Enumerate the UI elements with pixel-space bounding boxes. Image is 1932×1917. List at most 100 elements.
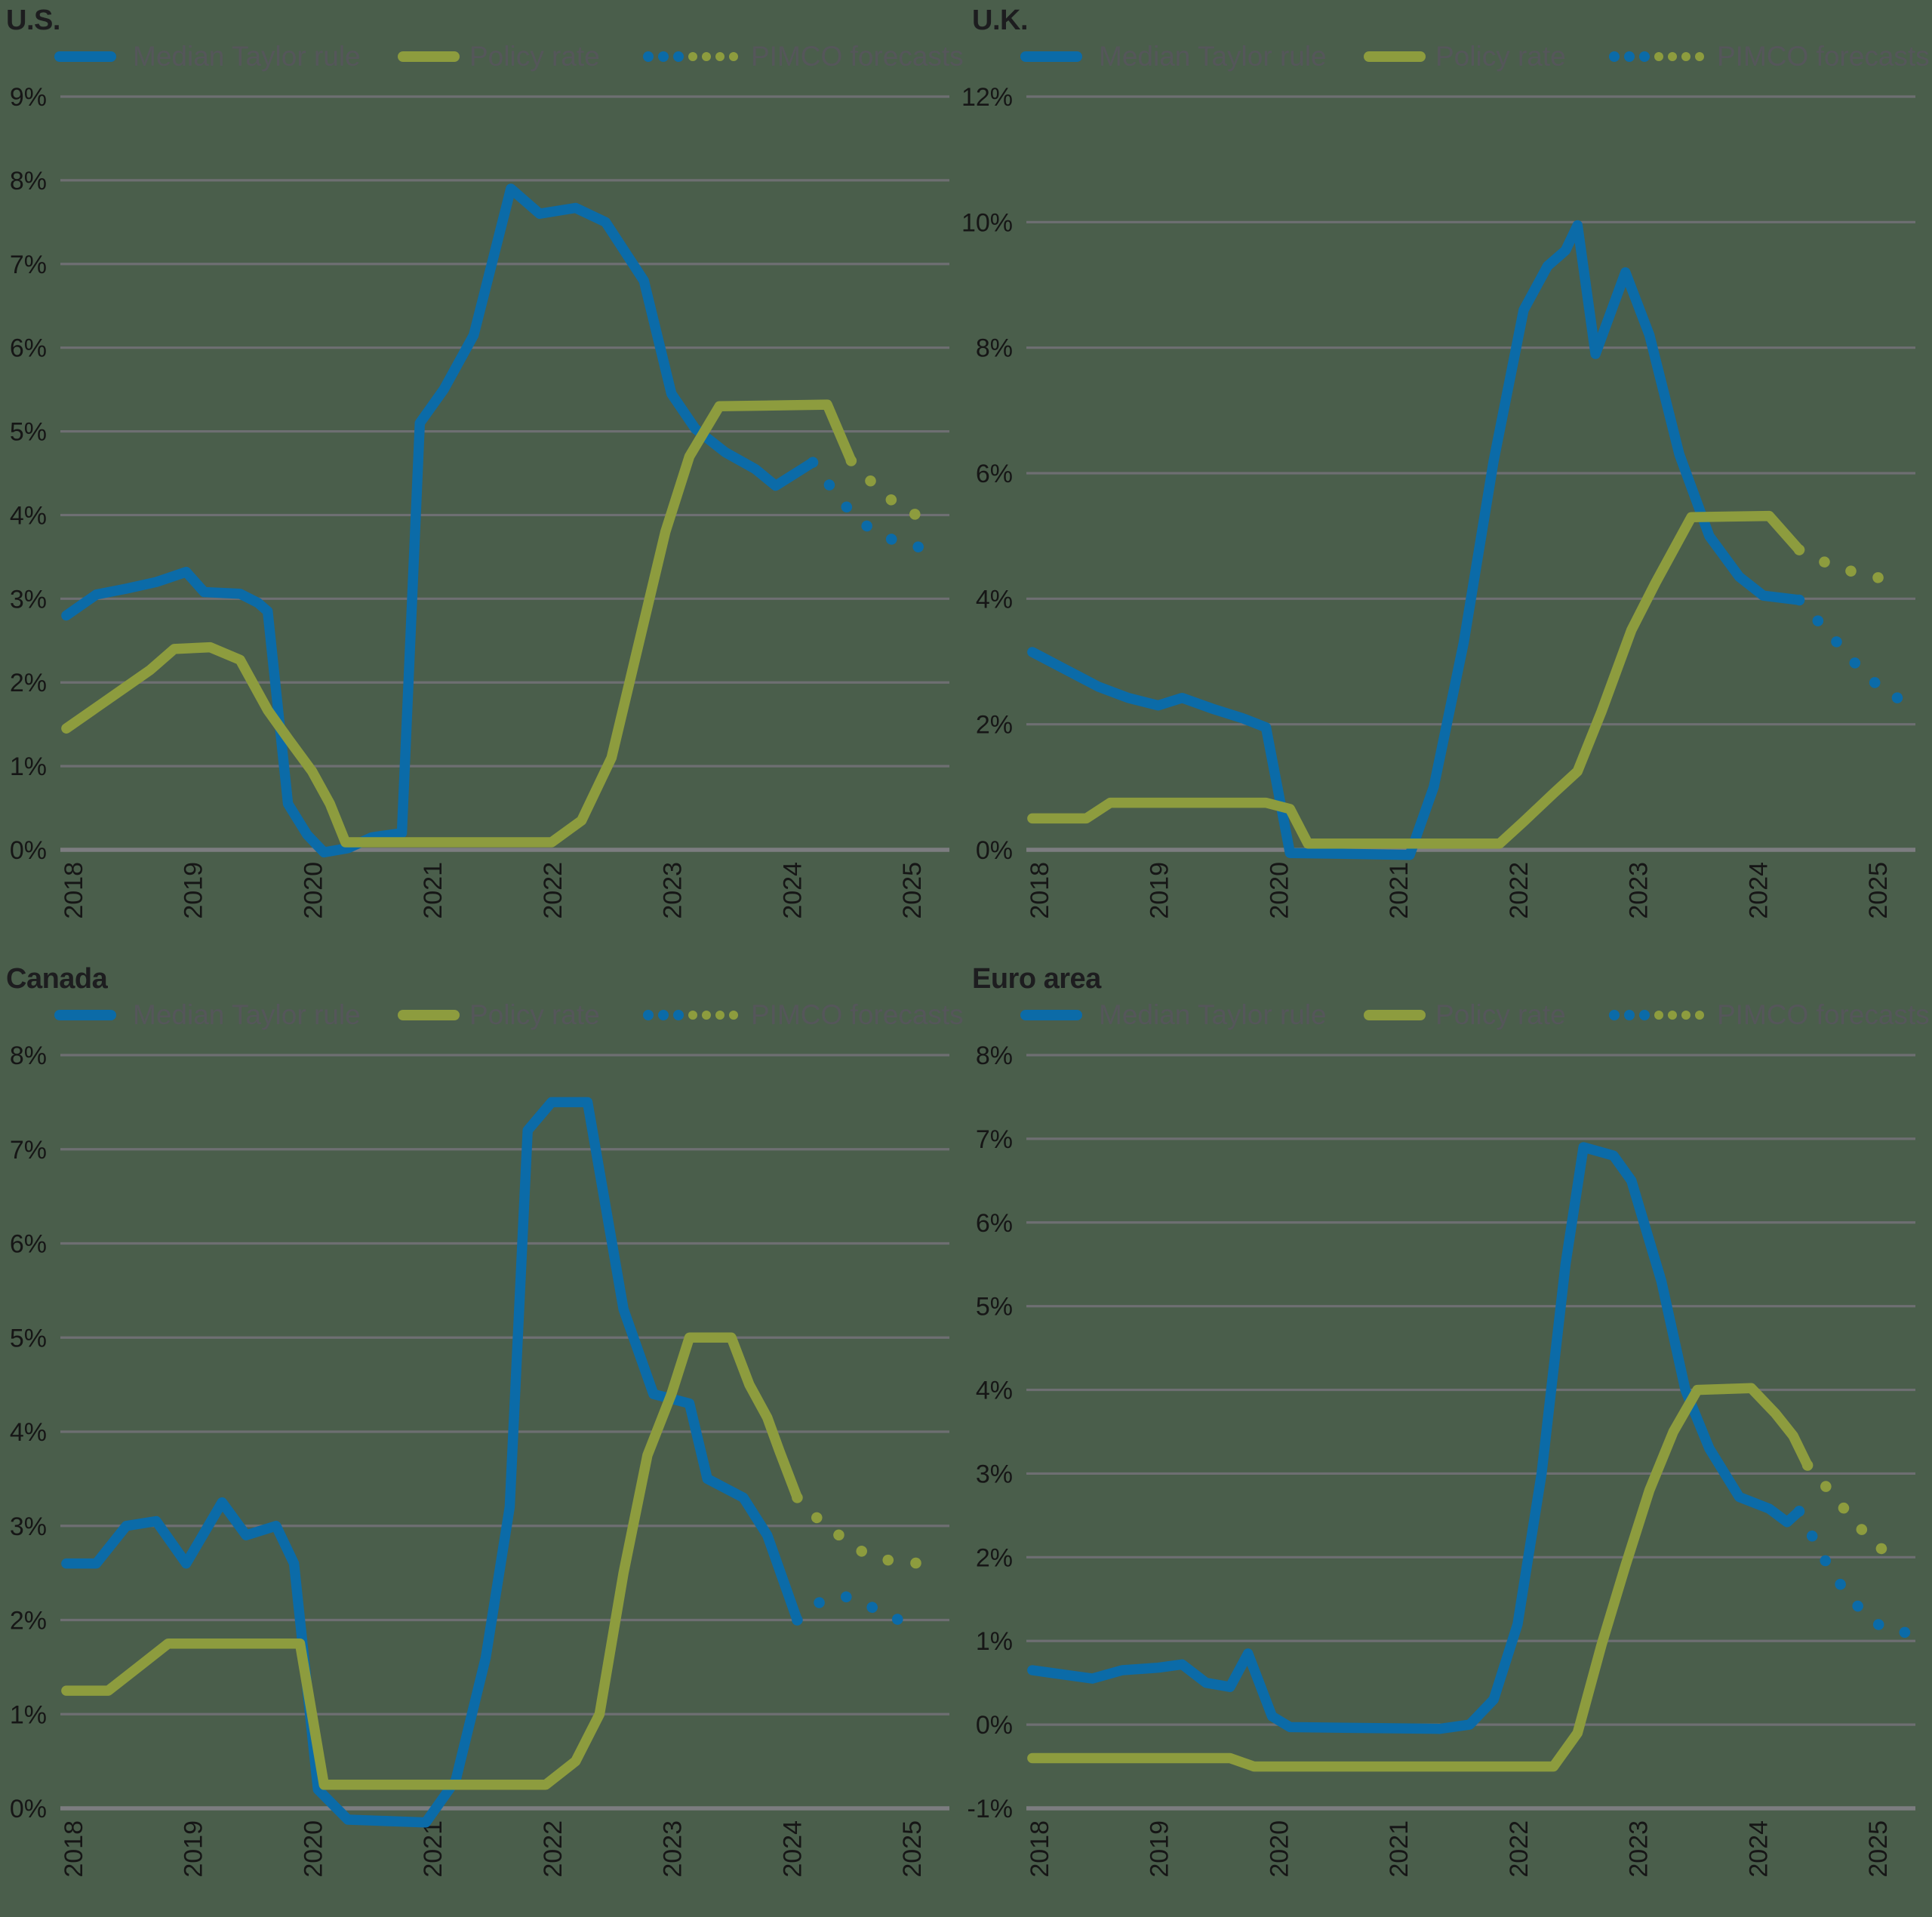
line-chart-uk: 0% 2% 4% 6% 8% 10% 12% 2018 2019 2020 2021 2022 2023…: [961, 83, 1915, 919]
forecast-dots-swatch: [643, 1010, 738, 1020]
x-axis-tick-label: 2025: [1864, 862, 1893, 919]
taylor-rule-forecast-line: [807, 457, 931, 555]
chart-title: U.S.: [6, 5, 60, 36]
forecast-dot-icon: [688, 52, 697, 61]
x-axis-tick-label: 2025: [1864, 1820, 1893, 1878]
y-axis-tick-label: 0%: [10, 1795, 47, 1823]
legend-label-policy: Policy rate: [1435, 999, 1566, 1030]
x-axis-tick-label: 2023: [659, 862, 688, 919]
line-chart-us: 0% 1% 2% 3% 4% 5% 6% 7% 8% 9% 2018 2019 2020 2021 2022…: [10, 83, 949, 919]
forecast-dot-icon: [1681, 52, 1690, 61]
forecast-dot-icon: [1681, 1011, 1690, 1020]
y-axis-tick-label: 9%: [10, 83, 47, 112]
forecast-dot-icon: [1695, 1011, 1704, 1020]
y-axis-tick-label: 6%: [976, 460, 1013, 488]
x-axis-tick-label: 2023: [659, 1820, 688, 1878]
x-axis-tick-label: 2023: [1625, 1820, 1654, 1878]
forecast-dot-icon: [729, 52, 738, 61]
y-axis-tick-label: 1%: [10, 752, 47, 781]
panel-uk: U.K. Median Taylor rule Policy rate PIMC…: [961, 0, 1932, 958]
policy-rate-line-swatch: [398, 1010, 460, 1020]
forecast-dot-icon: [1609, 1010, 1620, 1020]
forecast-dot-icon: [1668, 1011, 1677, 1020]
y-axis-tick-label: 1%: [976, 1627, 1013, 1656]
legend-label-taylor: Median Taylor rule: [133, 999, 361, 1030]
legend-label-policy: Policy rate: [469, 41, 600, 72]
panel-us: U.S. Median Taylor rule Policy rate PIMC…: [0, 0, 966, 958]
y-axis-tick-label: 7%: [976, 1125, 1013, 1154]
y-axis-tick-label: 2%: [10, 1607, 47, 1635]
forecast-dot-icon: [673, 51, 684, 62]
policy-rate-forecast-line: [792, 1492, 929, 1569]
y-axis-tick-label: 8%: [10, 1042, 47, 1070]
y-axis-tick-label: 0%: [10, 836, 47, 865]
y-axis-tick-label: 8%: [10, 167, 47, 195]
forecast-dot-icon: [673, 1010, 684, 1020]
legend-label-taylor: Median Taylor rule: [1099, 41, 1327, 72]
x-axis-tick-label: 2018: [1026, 862, 1054, 919]
y-axis-tick-label: 5%: [976, 1293, 1013, 1322]
legend-label-forecast: PIMCO forecasts: [1717, 41, 1930, 72]
y-axis-tick-label: 4%: [976, 585, 1013, 614]
y-axis-tick-label: 7%: [10, 251, 47, 279]
chart-title: Canada: [6, 963, 108, 995]
panel-canada: Canada Median Taylor rule Policy rate PI…: [0, 958, 966, 1917]
y-axis-tick-label: 1%: [10, 1700, 47, 1729]
x-axis-tick-label: 2021: [419, 1820, 448, 1878]
policy-rate-line-swatch: [398, 51, 460, 62]
chart-title: Euro area: [972, 963, 1101, 995]
legend-label-taylor: Median Taylor rule: [1099, 999, 1327, 1030]
x-axis-tick-label: 2020: [1265, 1820, 1294, 1878]
x-axis-tick-label: 2022: [539, 1820, 568, 1878]
x-axis-tick-label: 2020: [1265, 862, 1294, 919]
x-axis-tick-label: 2018: [60, 1820, 88, 1878]
chart-legend: Median Taylor rule Policy rate PIMCO for…: [0, 39, 966, 75]
taylor-rule-line: [61, 183, 818, 858]
y-axis-tick-label: 10%: [961, 208, 1013, 237]
line-chart-canada: 0% 1% 2% 3% 4% 5% 6% 7% 8% 2018 2019 2020 2021 2022 20…: [10, 1042, 949, 1878]
policy-rate-forecast-line: [1793, 544, 1909, 587]
y-axis-tick-label: 3%: [10, 1512, 47, 1541]
x-axis-tick-label: 2022: [1505, 862, 1534, 919]
chart-legend: Median Taylor rule Policy rate PIMCO for…: [0, 998, 966, 1034]
y-axis-tick-label: -1%: [968, 1795, 1013, 1823]
y-axis-tick-label: 12%: [961, 83, 1013, 112]
chart-title: U.K.: [972, 5, 1029, 36]
line-chart-euro-area: -1% 0% 1% 2% 3% 4% 5% 6% 7% 8% 2018 2019 2020 2021 202…: [968, 1042, 1915, 1878]
y-axis-tick-label: 7%: [10, 1136, 47, 1165]
legend-label-forecast: PIMCO forecasts: [1717, 999, 1930, 1030]
x-axis-tick-label: 2019: [180, 862, 208, 919]
forecast-dot-icon: [688, 1011, 697, 1020]
x-axis-tick-label: 2022: [539, 862, 568, 919]
policy-rate-line-swatch: [1364, 1010, 1426, 1020]
y-axis-tick-label: 0%: [976, 1711, 1013, 1740]
forecast-dot-icon: [643, 51, 654, 62]
forecast-dot-icon: [1639, 51, 1650, 62]
taylor-rule-line-swatch: [54, 51, 116, 62]
y-axis-tick-label: 2%: [10, 669, 47, 697]
y-axis-tick-label: 6%: [976, 1209, 1013, 1238]
policy-rate-line: [1027, 1383, 1813, 1772]
y-axis-tick-label: 2%: [976, 1543, 1013, 1572]
taylor-rule-forecast-line: [1793, 594, 1909, 705]
x-axis-tick-label: 2021: [419, 862, 448, 919]
policy-rate-line: [61, 1332, 803, 1790]
forecast-dot-icon: [729, 1011, 738, 1020]
forecast-dot-icon: [702, 1011, 711, 1020]
forecast-dot-icon: [702, 52, 711, 61]
y-axis-tick-label: 6%: [10, 334, 47, 363]
legend-label-taylor: Median Taylor rule: [133, 41, 361, 72]
x-axis-tick-label: 2023: [1625, 862, 1654, 919]
x-axis-tick-label: 2018: [1026, 1820, 1054, 1878]
legend-label-forecast: PIMCO forecasts: [751, 999, 964, 1030]
x-axis-tick-label: 2019: [180, 1820, 208, 1878]
taylor-rule-forecast-line: [1793, 1506, 1913, 1639]
y-axis-tick-label: 5%: [10, 418, 47, 447]
chart-legend: Median Taylor rule Policy rate PIMCO for…: [966, 39, 1932, 75]
x-axis-tick-label: 2020: [299, 862, 328, 919]
forecast-dot-icon: [658, 1010, 669, 1020]
legend-label-policy: Policy rate: [1435, 41, 1566, 72]
y-axis-tick-label: 4%: [976, 1377, 1013, 1405]
y-axis-tick-label: 0%: [976, 836, 1013, 865]
policy-rate-forecast-line: [845, 455, 931, 525]
